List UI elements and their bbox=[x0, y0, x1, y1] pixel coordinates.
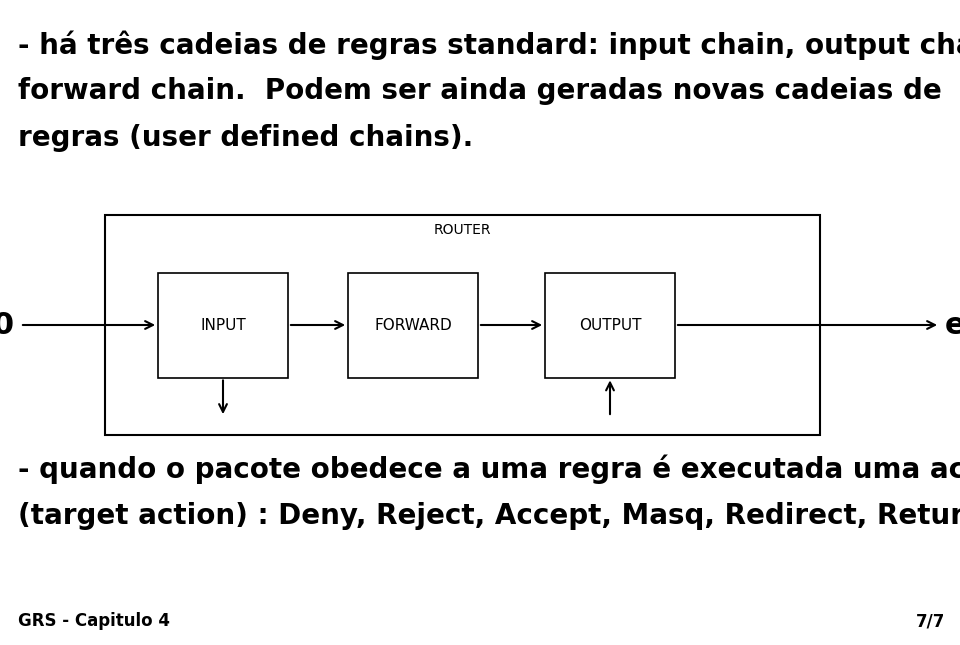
Text: ROUTER: ROUTER bbox=[434, 223, 492, 237]
Text: eth0: eth0 bbox=[0, 310, 15, 339]
Bar bbox=[105, 215, 820, 435]
Bar bbox=[348, 272, 478, 377]
Text: forward chain.  Podem ser ainda geradas novas cadeias de: forward chain. Podem ser ainda geradas n… bbox=[18, 77, 942, 105]
Text: (target action) : Deny, Reject, Accept, Masq, Redirect, Return,: (target action) : Deny, Reject, Accept, … bbox=[18, 502, 960, 530]
Text: GRS - Capitulo 4: GRS - Capitulo 4 bbox=[18, 612, 170, 630]
Text: INPUT: INPUT bbox=[200, 317, 246, 333]
Bar bbox=[545, 272, 675, 377]
Bar bbox=[158, 272, 288, 377]
Text: - quando o pacote obedece a uma regra é executada uma acção: - quando o pacote obedece a uma regra é … bbox=[18, 455, 960, 484]
Text: OUTPUT: OUTPUT bbox=[579, 317, 641, 333]
Text: FORWARD: FORWARD bbox=[374, 317, 452, 333]
Text: regras (user defined chains).: regras (user defined chains). bbox=[18, 124, 473, 152]
Text: 7/7: 7/7 bbox=[916, 612, 945, 630]
Text: - há três cadeias de regras standard: input chain, output chain,: - há três cadeias de regras standard: in… bbox=[18, 30, 960, 59]
Text: eth1: eth1 bbox=[945, 310, 960, 339]
